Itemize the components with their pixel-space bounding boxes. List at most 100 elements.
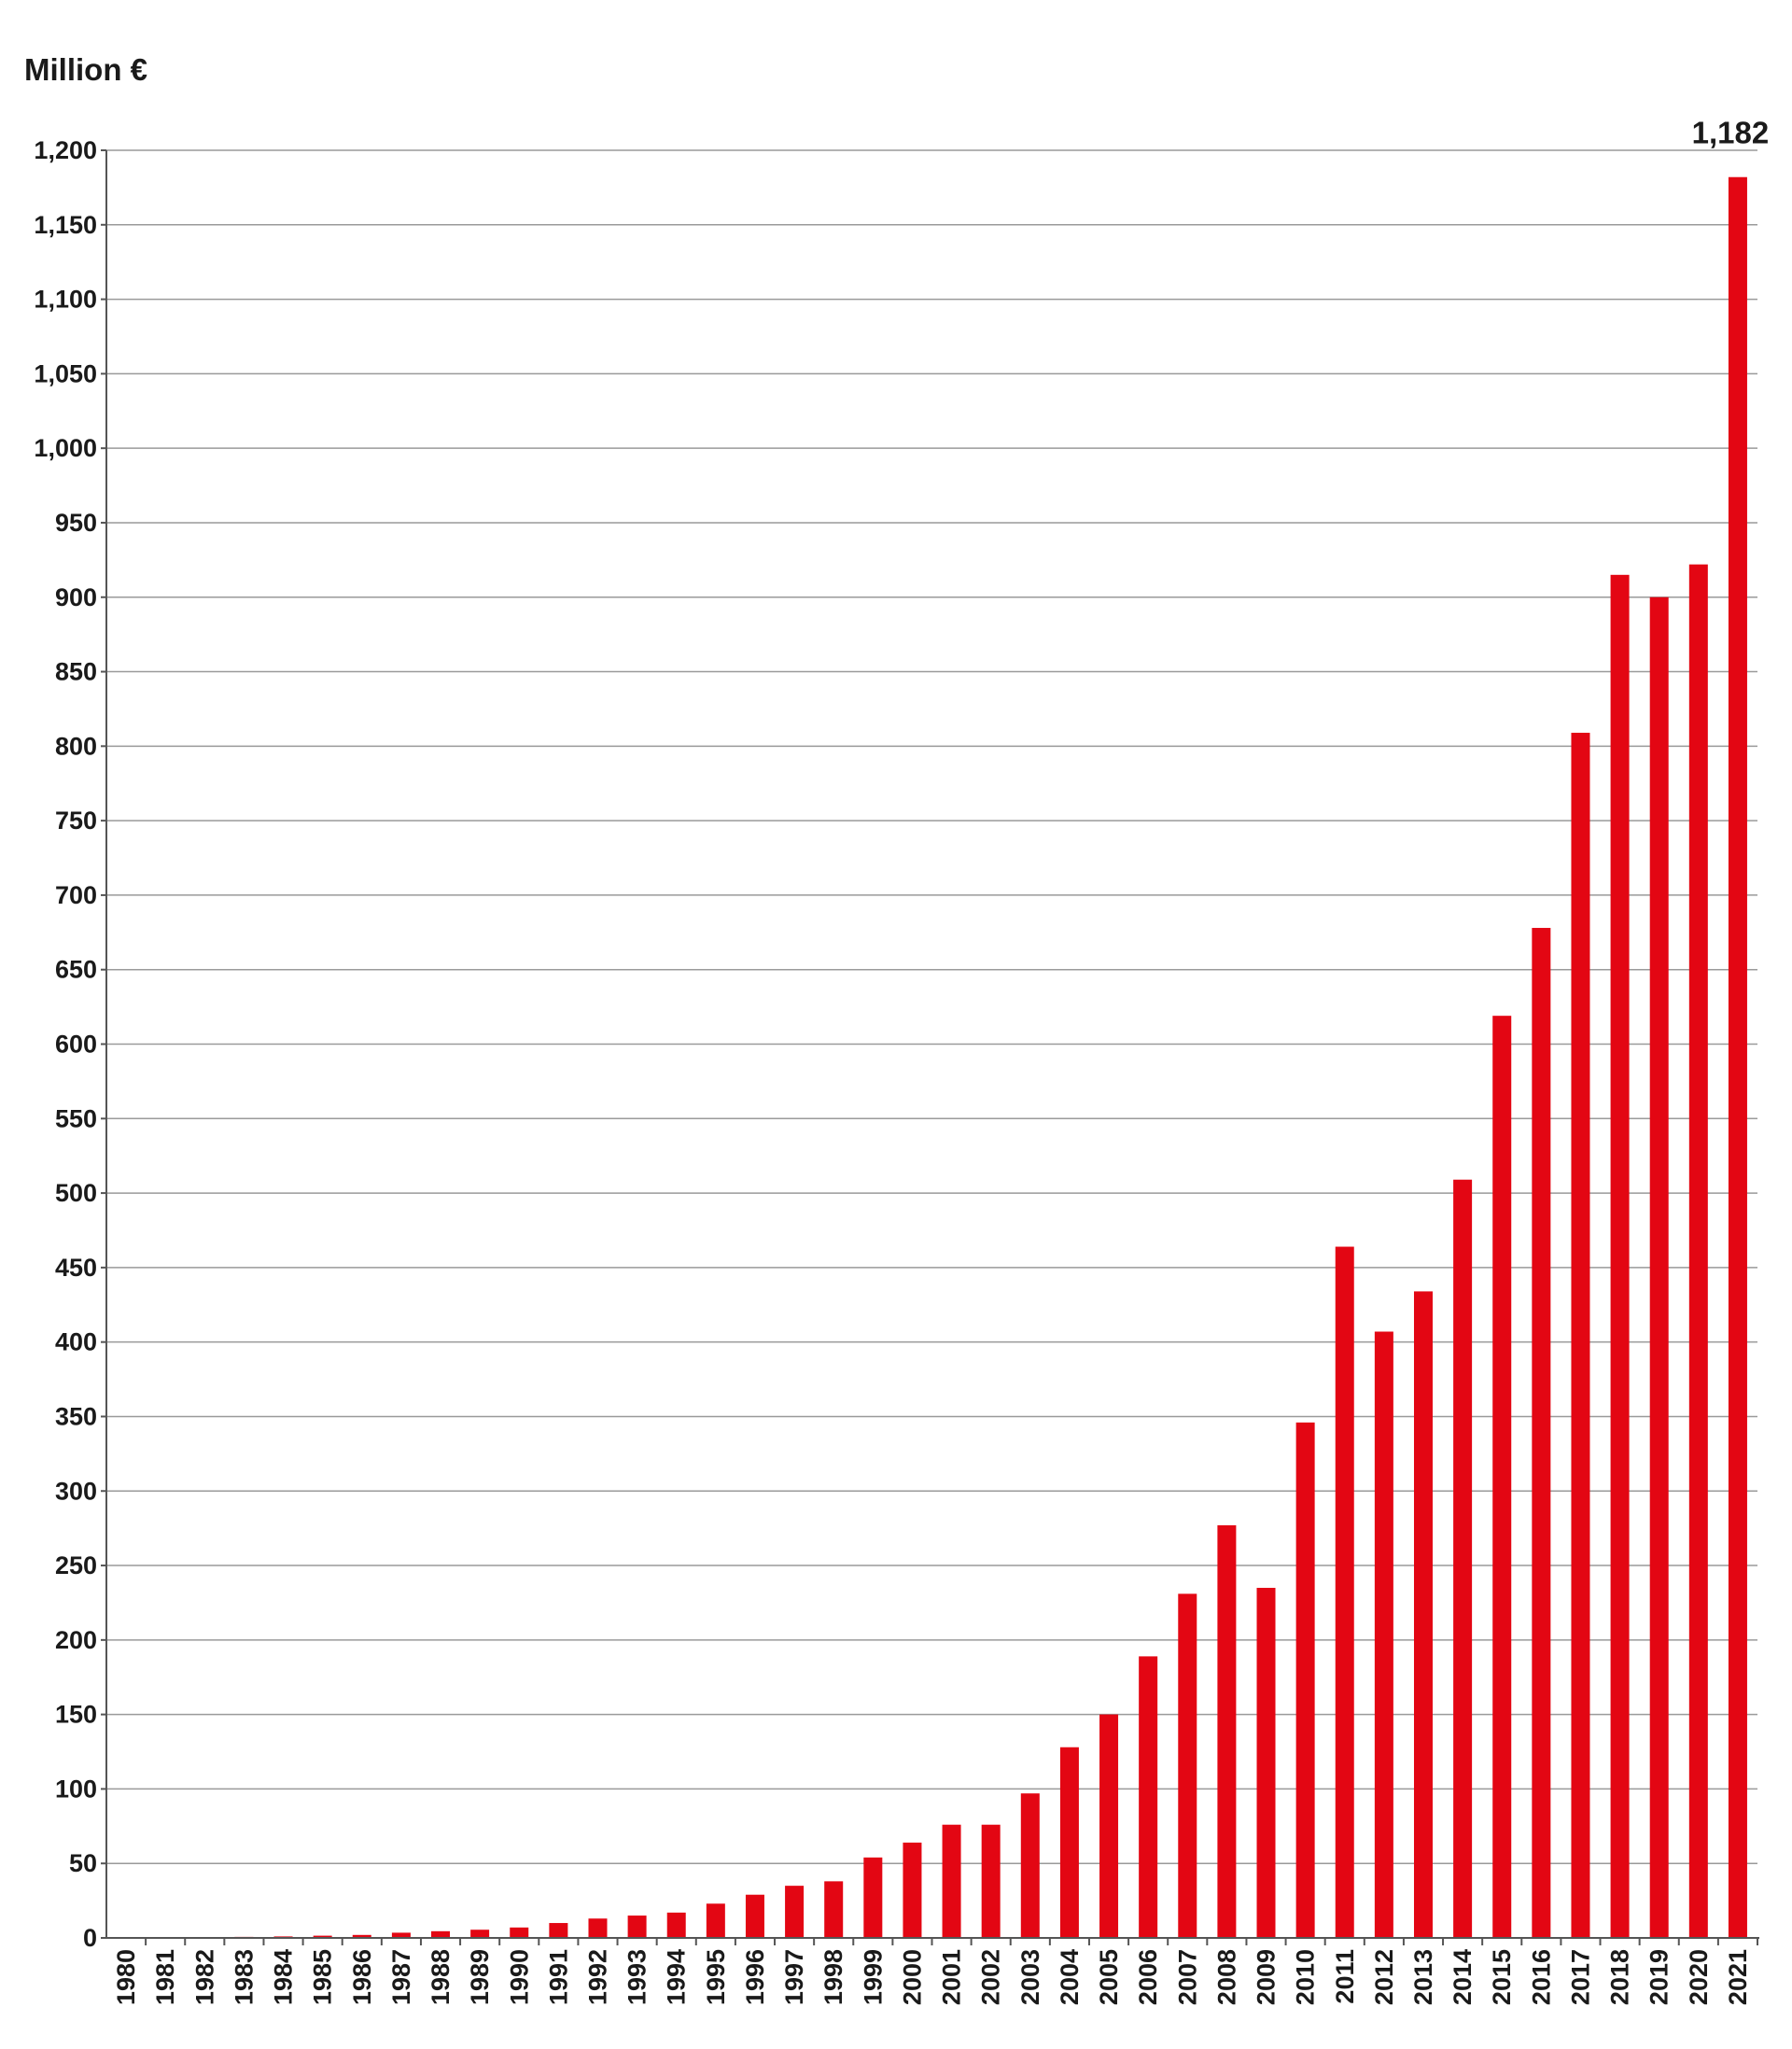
y-tick-label: 200 xyxy=(55,1626,97,1654)
y-tick-label: 500 xyxy=(55,1179,97,1207)
x-tick-label: 1980 xyxy=(112,1949,140,2005)
y-tick-label: 650 xyxy=(55,956,97,984)
y-tick-label: 0 xyxy=(83,1924,97,1952)
x-tick-label: 1991 xyxy=(544,1949,572,2005)
y-tick-label: 1,050 xyxy=(34,359,97,387)
y-tick-label: 1,000 xyxy=(34,434,97,462)
x-tick-label: 1996 xyxy=(741,1949,769,2005)
y-tick-label: 300 xyxy=(55,1477,97,1505)
bar-1990 xyxy=(510,1927,529,1938)
x-tick-label: 2011 xyxy=(1331,1949,1359,2004)
x-tick-label: 1999 xyxy=(859,1949,887,2005)
x-tick-label: 2013 xyxy=(1409,1949,1437,2005)
bar-2020 xyxy=(1688,564,1708,1939)
x-tick-label: 2015 xyxy=(1488,1949,1516,2005)
gridlines xyxy=(106,149,1757,1939)
x-tick-label: 1985 xyxy=(309,1949,337,2005)
x-tick-label: 1986 xyxy=(348,1949,376,2005)
bar-2017 xyxy=(1571,732,1590,1938)
x-tick-label: 2006 xyxy=(1134,1949,1162,2005)
x-tick-label: 2000 xyxy=(898,1949,926,2005)
bar-1993 xyxy=(627,1916,647,1938)
y-tick-label: 1,150 xyxy=(34,211,97,239)
x-axis-ticks: 1980 1981 1982 1983 1984 1985 1986 1987 1988 1989… xyxy=(112,1938,1758,2005)
x-tick-label: 1993 xyxy=(623,1949,651,2005)
y-tick-label: 1,100 xyxy=(34,286,97,314)
y-tick-label: 450 xyxy=(55,1254,97,1282)
bars xyxy=(156,176,1747,1939)
x-tick-label: 1984 xyxy=(270,1949,298,2005)
bar-2013 xyxy=(1413,1291,1433,1938)
bar-2000 xyxy=(903,1842,922,1938)
x-tick-label: 1988 xyxy=(427,1949,455,2005)
y-axis-ticks: 0 50 100 150 200 250 300 350 400 450 500 550 600 650 7… xyxy=(34,136,106,1952)
bar-1996 xyxy=(745,1894,764,1938)
x-tick-label: 2012 xyxy=(1370,1949,1398,2005)
x-tick-label: 1982 xyxy=(190,1949,218,2005)
x-tick-label: 1995 xyxy=(702,1949,730,2005)
y-tick-label: 1,200 xyxy=(34,136,97,164)
x-tick-label: 1983 xyxy=(230,1949,258,2005)
y-tick-label: 550 xyxy=(55,1104,97,1132)
y-tick-label: 900 xyxy=(55,583,97,611)
bar-2001 xyxy=(942,1824,961,1938)
x-tick-label: 1981 xyxy=(151,1949,179,2005)
bar-2014 xyxy=(1453,1179,1473,1938)
bar-1994 xyxy=(666,1912,686,1938)
x-tick-label: 2004 xyxy=(1056,1949,1084,2005)
bar-1991 xyxy=(549,1923,568,1938)
bar-2007 xyxy=(1178,1593,1197,1938)
x-tick-label: 1992 xyxy=(583,1949,611,2005)
bar-2012 xyxy=(1374,1331,1393,1938)
bar-1985 xyxy=(313,1935,332,1938)
y-axis-unit-label: Million € xyxy=(24,52,147,87)
bar-1988 xyxy=(431,1930,451,1938)
bar-1989 xyxy=(470,1930,490,1938)
x-tick-label: 2003 xyxy=(1016,1949,1044,2005)
x-tick-label: 2010 xyxy=(1292,1949,1320,2005)
x-tick-label: 1997 xyxy=(780,1949,808,2005)
data-labels: 1,182 xyxy=(1692,116,1770,150)
bar-2006 xyxy=(1139,1656,1158,1938)
x-tick-label: 2014 xyxy=(1449,1949,1477,2005)
bar-2002 xyxy=(981,1824,1001,1938)
x-tick-label: 1994 xyxy=(663,1949,691,2005)
y-tick-label: 100 xyxy=(55,1775,97,1803)
y-tick-label: 150 xyxy=(55,1701,97,1729)
y-tick-label: 750 xyxy=(55,807,97,835)
bar-2015 xyxy=(1492,1016,1512,1938)
y-tick-label: 50 xyxy=(69,1849,97,1877)
x-tick-label: 2021 xyxy=(1724,1949,1752,2005)
y-tick-label: 800 xyxy=(55,732,97,760)
bar-2009 xyxy=(1256,1587,1276,1938)
bar-1997 xyxy=(785,1886,805,1938)
bar-1995 xyxy=(706,1903,725,1938)
y-tick-label: 700 xyxy=(55,881,97,909)
x-tick-label: 1989 xyxy=(466,1949,494,2005)
y-tick-label: 250 xyxy=(55,1551,97,1579)
bar-2010 xyxy=(1295,1422,1315,1938)
bar-2018 xyxy=(1610,574,1630,1938)
bar-2004 xyxy=(1059,1747,1079,1938)
y-tick-label: 600 xyxy=(55,1031,97,1059)
x-tick-label: 2002 xyxy=(977,1949,1005,2005)
x-tick-label: 2009 xyxy=(1253,1949,1281,2005)
bar-2005 xyxy=(1099,1714,1119,1938)
x-tick-label: 2018 xyxy=(1606,1949,1634,2005)
x-tick-label: 2008 xyxy=(1212,1949,1240,2005)
bar-2016 xyxy=(1532,928,1551,1938)
x-tick-label: 2007 xyxy=(1173,1949,1201,2005)
y-tick-label: 850 xyxy=(55,658,97,686)
data-label-2021: 1,182 xyxy=(1692,116,1770,150)
x-tick-label: 1990 xyxy=(505,1949,533,2005)
y-tick-label: 350 xyxy=(55,1402,97,1430)
bar-1987 xyxy=(391,1932,411,1938)
bar-2021 xyxy=(1728,176,1747,1939)
x-tick-label: 2016 xyxy=(1527,1949,1555,2005)
x-tick-label: 2017 xyxy=(1566,1949,1594,2005)
x-tick-label: 1998 xyxy=(819,1949,847,2005)
bar-2019 xyxy=(1649,596,1669,1938)
bar-1998 xyxy=(824,1881,844,1938)
y-tick-label: 400 xyxy=(55,1328,97,1356)
